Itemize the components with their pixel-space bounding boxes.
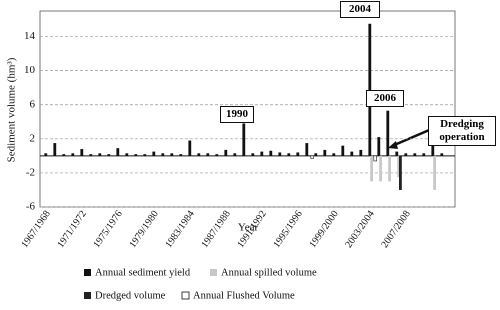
x-tick-label: 1967/1968 [19,209,53,250]
y-tick-label: 14 [24,30,36,42]
bar [399,155,402,190]
y-tick-label: -2 [26,166,35,178]
bar [161,153,165,156]
bar [370,155,373,182]
bar [260,151,264,156]
bar [251,153,255,156]
x-tick-label: 1999/2000 [307,209,341,250]
bar [368,23,372,156]
y-axis-label: Sediment volume (hm³) [6,57,18,162]
y-tick-label: 6 [30,98,36,110]
arrow [391,126,435,148]
x-tick-label: 1971/1972 [55,209,89,250]
x-tick-label: 1987/1988 [199,209,233,250]
bar [242,123,246,156]
bar [233,153,237,156]
bar [377,137,381,156]
bar [125,153,129,156]
y-tick-label: 10 [24,64,36,76]
bar [53,143,57,156]
bar [134,154,138,156]
bar [143,154,147,156]
bar [278,152,282,156]
bar [44,153,48,156]
arrow-head [388,141,398,149]
bar [422,153,426,156]
bar [413,153,417,156]
legend-label: Annual sediment yield [95,267,191,278]
bar [359,149,363,156]
legend-swatch [181,291,190,300]
x-tick-label: 1983/1984 [163,209,197,250]
y-tick-label: 2 [30,132,36,144]
bar [80,149,84,156]
bar [179,154,183,156]
bar [310,155,314,159]
legend-swatch [84,292,91,299]
bar [287,153,291,156]
bar [215,154,219,156]
bar [116,148,120,156]
annotation: 2006 [366,90,404,107]
annotation: Dredging operation [428,116,496,146]
bar [440,153,444,156]
y-tick-label: -6 [26,201,36,213]
bar [188,140,192,156]
bar [224,149,228,156]
bar [89,154,93,156]
bar [152,151,156,156]
legend-swatch [84,269,91,276]
x-tick-label: 1995/1996 [271,209,305,250]
bar [197,153,201,156]
bar [332,153,336,156]
bar [433,155,436,190]
bar [404,153,408,156]
bar [341,145,345,156]
x-tick-label: 1979/1980 [127,209,161,250]
bar [305,143,309,156]
bar [395,151,399,156]
x-tick-label: 1975/1976 [91,209,125,250]
bar [107,154,111,156]
bar [386,110,390,156]
legend-label: Dredged volume [95,290,166,301]
bar [323,149,327,156]
x-tick-label: 2007/2008 [379,209,413,250]
legend-label: Annual spilled volume [221,267,317,278]
bar [388,155,391,182]
bar [379,155,382,182]
bar [206,153,210,156]
x-tick-label: 2003/2004 [343,209,377,250]
bar [98,153,102,156]
legend-label: Annual Flushed Volume [193,290,295,301]
bar [170,153,174,156]
bar [373,155,377,162]
legend-swatch [210,269,217,276]
bar [397,155,400,178]
bar [71,153,75,156]
bar [350,151,354,156]
bar [296,152,300,156]
annotation: 2004 [340,1,380,18]
bar [62,154,66,156]
x-axis-label: Year [238,222,259,234]
bar [269,150,273,156]
bar [314,153,318,156]
annotation: 1990 [220,106,254,123]
